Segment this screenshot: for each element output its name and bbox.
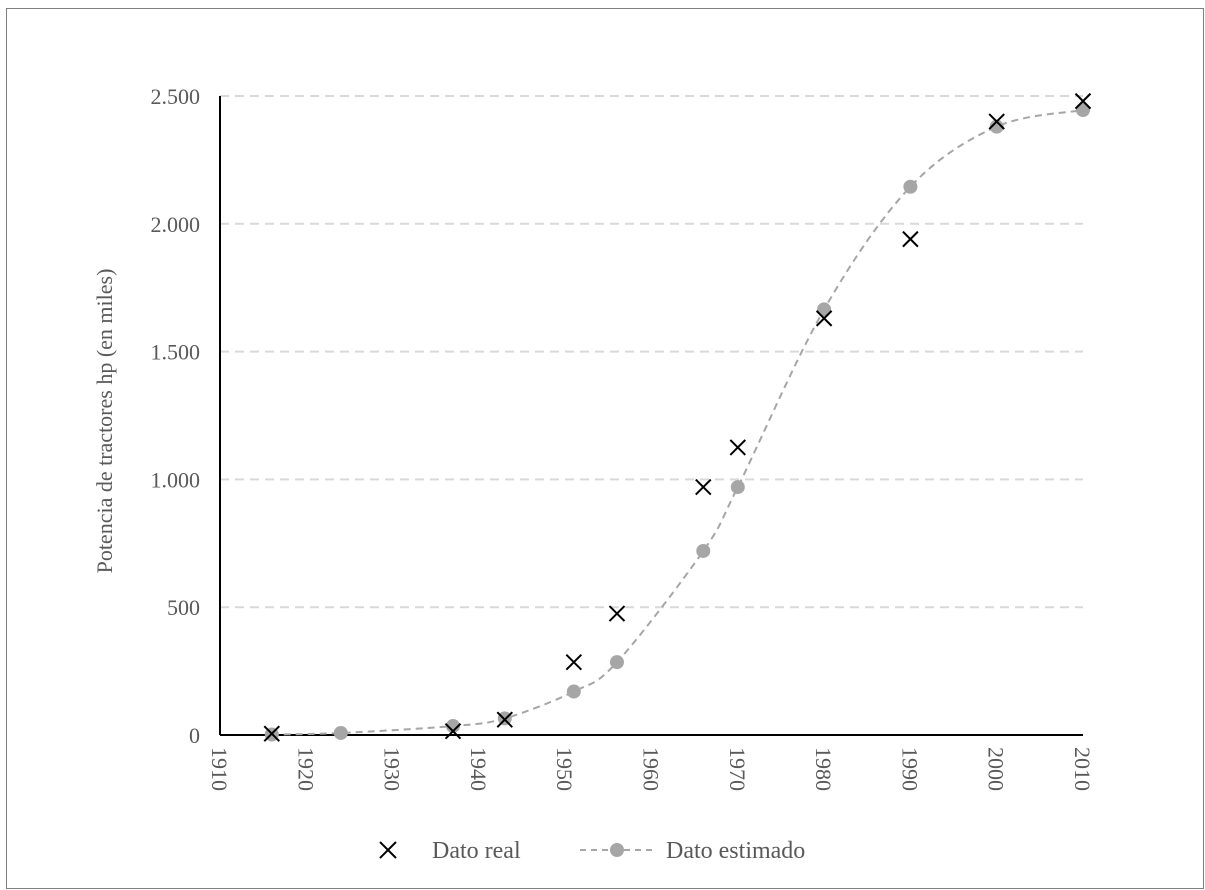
x-tick-label: 1920 <box>293 747 318 791</box>
x-tick-label: 1930 <box>380 747 405 791</box>
point-dato-estimado <box>730 480 745 495</box>
x-tick-label: 1960 <box>639 747 664 791</box>
point-dato-real <box>444 722 462 740</box>
y-tick-label: 500 <box>167 595 200 620</box>
x-tick-label: 1950 <box>552 747 577 791</box>
y-axis-title: Potencia de tractores hp (en miles) <box>92 269 117 574</box>
chart-frame <box>6 8 1204 889</box>
x-tick-labels: 1910 1920 1930 1940 1950 1960 1970 1980 1990 2000… <box>207 747 1095 791</box>
x-tick-label: 1940 <box>466 747 491 791</box>
point-dato-estimado <box>696 543 711 558</box>
x-tick-label: 1970 <box>725 747 750 791</box>
gridlines <box>220 95 1083 609</box>
point-dato-estimado <box>566 684 581 699</box>
y-tick-label: 1.500 <box>151 340 201 365</box>
point-dato-estimado <box>609 655 624 670</box>
point-dato-estimado <box>446 719 461 734</box>
y-tick-label: 1.000 <box>151 467 201 492</box>
x-tick-label: 2010 <box>1070 747 1095 791</box>
point-dato-real <box>496 711 513 728</box>
point-dato-real <box>988 113 1005 130</box>
point-dato-real <box>608 605 626 622</box>
point-dato-real <box>902 230 919 248</box>
y-tick-label: 2.000 <box>151 212 201 237</box>
x-tick-label: 1980 <box>811 747 836 791</box>
point-dato-estimado <box>817 302 832 317</box>
legend-marker-dato-estimado <box>580 843 653 857</box>
x-tick-label: 1910 <box>207 747 232 791</box>
series-line-dato-estimado <box>271 109 1084 736</box>
point-dato-estimado <box>903 179 918 194</box>
legend: Dato real Dato estimado <box>379 838 805 864</box>
point-dato-real <box>565 653 583 671</box>
x-tick-label: 1990 <box>897 747 922 791</box>
point-dato-real <box>729 439 747 456</box>
axes <box>219 96 1083 736</box>
point-dato-real <box>263 725 280 742</box>
point-dato-estimado <box>989 119 1004 134</box>
point-dato-real <box>695 478 712 496</box>
legend-label-dato-real: Dato real <box>432 838 521 864</box>
legend-marker-dato-real <box>379 841 397 859</box>
point-dato-real <box>815 310 833 327</box>
x-tick-label: 2000 <box>984 747 1009 791</box>
point-dato-estimado <box>333 725 348 740</box>
y-tick-labels: 0 500 1.000 1.500 2.000 2.500 <box>151 84 201 748</box>
series-dato-estimado <box>264 103 1090 742</box>
y-tick-label: 2.500 <box>151 84 201 109</box>
legend-label-dato-estimado: Dato estimado <box>666 838 805 864</box>
point-dato-estimado <box>1076 103 1090 118</box>
point-dato-real <box>1074 92 1092 110</box>
series-dato-real <box>263 92 1092 742</box>
y-tick-label: 0 <box>189 723 200 748</box>
